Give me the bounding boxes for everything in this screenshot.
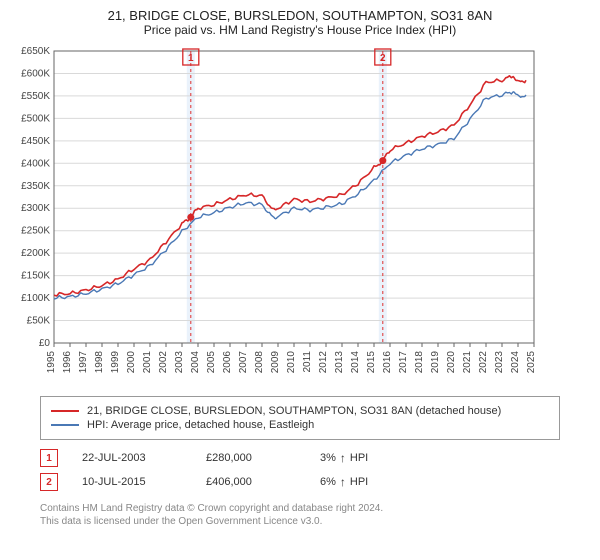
svg-text:£250K: £250K <box>21 226 50 237</box>
legend-label-property: 21, BRIDGE CLOSE, BURSLEDON, SOUTHAMPTON… <box>87 405 501 417</box>
marker-hpi-delta: 3% ↑ HPI <box>320 451 368 465</box>
marker-badge: 2 <box>40 473 58 491</box>
marker-table: 1 22-JUL-2003 £280,000 3% ↑ HPI 2 10-JUL-2015… <box>40 446 560 494</box>
marker-row: 2 10-JUL-2015 £406,000 6% ↑ HPI <box>40 470 560 494</box>
svg-text:2019: 2019 <box>430 351 441 374</box>
arrow-up-icon: ↑ <box>340 475 346 489</box>
line-chart-svg: £0 £50K £100K £150K £200K £250K £300K £350K £400… <box>8 43 548 383</box>
svg-text:£200K: £200K <box>21 248 50 259</box>
marker-date: 10-JUL-2015 <box>82 476 182 488</box>
svg-text:2012: 2012 <box>318 351 329 374</box>
marker-price: £280,000 <box>206 452 296 464</box>
svg-text:£150K: £150K <box>21 271 50 282</box>
legend-row-hpi: HPI: Average price, detached house, East… <box>51 419 549 431</box>
svg-text:2020: 2020 <box>446 351 457 374</box>
footer-line-2: This data is licensed under the Open Gov… <box>40 515 560 528</box>
svg-text:2008: 2008 <box>254 351 265 374</box>
svg-text:2010: 2010 <box>286 351 297 374</box>
svg-text:1999: 1999 <box>110 351 121 374</box>
svg-text:2023: 2023 <box>494 351 505 374</box>
svg-text:£550K: £550K <box>21 91 50 102</box>
marker-row: 1 22-JUL-2003 £280,000 3% ↑ HPI <box>40 446 560 470</box>
svg-text:£650K: £650K <box>21 46 50 57</box>
svg-text:2003: 2003 <box>174 351 185 374</box>
svg-text:2004: 2004 <box>190 351 201 374</box>
footer-note: Contains HM Land Registry data © Crown c… <box>40 502 560 528</box>
svg-text:2022: 2022 <box>478 351 489 374</box>
svg-text:£100K: £100K <box>21 293 50 304</box>
svg-text:£400K: £400K <box>21 158 50 169</box>
svg-text:£0: £0 <box>39 338 51 349</box>
marker-badge: 1 <box>40 449 58 467</box>
svg-text:2013: 2013 <box>334 351 345 374</box>
svg-text:2: 2 <box>380 53 386 64</box>
footer-line-1: Contains HM Land Registry data © Crown c… <box>40 502 560 515</box>
svg-text:£450K: £450K <box>21 136 50 147</box>
svg-text:2007: 2007 <box>238 351 249 374</box>
svg-text:1998: 1998 <box>94 351 105 374</box>
svg-text:£50K: £50K <box>27 316 51 327</box>
svg-text:1: 1 <box>188 53 194 64</box>
svg-text:2001: 2001 <box>142 351 153 374</box>
svg-text:2006: 2006 <box>222 351 233 374</box>
svg-text:£300K: £300K <box>21 203 50 214</box>
svg-text:1997: 1997 <box>78 351 89 374</box>
svg-text:2015: 2015 <box>366 351 377 374</box>
svg-text:£600K: £600K <box>21 68 50 79</box>
svg-text:2011: 2011 <box>302 351 313 373</box>
chart-subtitle: Price paid vs. HM Land Registry's House … <box>8 23 592 37</box>
marker-hpi-delta: 6% ↑ HPI <box>320 475 368 489</box>
svg-text:2017: 2017 <box>398 351 409 374</box>
chart-area: £0 £50K £100K £150K £200K £250K £300K £350K £400… <box>8 43 592 388</box>
svg-text:2021: 2021 <box>462 351 473 374</box>
svg-text:2025: 2025 <box>526 351 537 374</box>
svg-text:2002: 2002 <box>158 351 169 374</box>
chart-title: 21, BRIDGE CLOSE, BURSLEDON, SOUTHAMPTON… <box>8 8 592 23</box>
svg-text:2009: 2009 <box>270 351 281 374</box>
marker-price: £406,000 <box>206 476 296 488</box>
legend: 21, BRIDGE CLOSE, BURSLEDON, SOUTHAMPTON… <box>40 396 560 440</box>
svg-text:2014: 2014 <box>350 351 361 374</box>
svg-text:2000: 2000 <box>126 351 137 374</box>
svg-text:2024: 2024 <box>510 351 521 374</box>
svg-text:1996: 1996 <box>62 351 73 374</box>
svg-text:2016: 2016 <box>382 351 393 374</box>
svg-text:£500K: £500K <box>21 113 50 124</box>
arrow-up-icon: ↑ <box>340 451 346 465</box>
legend-label-hpi: HPI: Average price, detached house, East… <box>87 419 314 431</box>
marker-date: 22-JUL-2003 <box>82 452 182 464</box>
svg-text:£350K: £350K <box>21 181 50 192</box>
legend-swatch-property <box>51 410 79 412</box>
legend-row-property: 21, BRIDGE CLOSE, BURSLEDON, SOUTHAMPTON… <box>51 405 549 417</box>
legend-swatch-hpi <box>51 424 79 426</box>
svg-text:1995: 1995 <box>46 351 57 374</box>
svg-text:2005: 2005 <box>206 351 217 374</box>
svg-text:2018: 2018 <box>414 351 425 374</box>
